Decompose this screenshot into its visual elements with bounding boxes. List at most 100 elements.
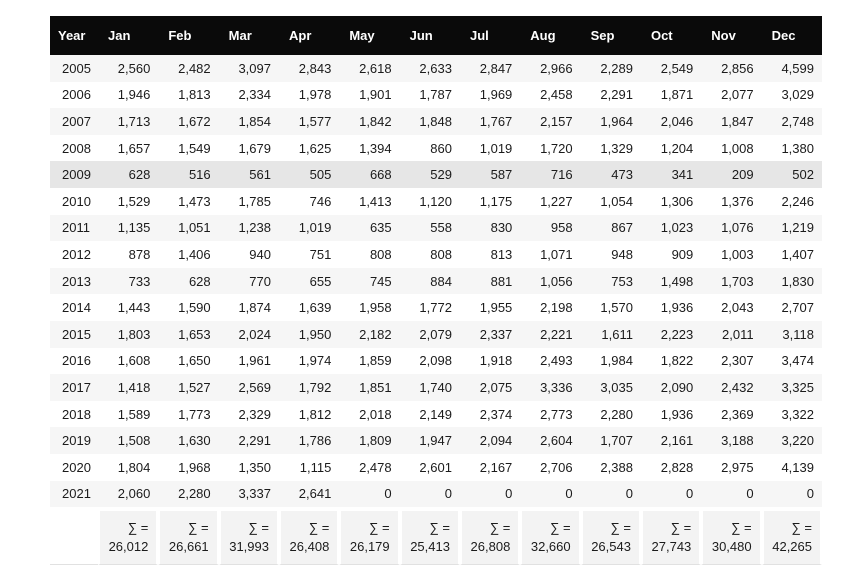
value-cell: 1,767: [459, 108, 521, 135]
value-cell: 808: [399, 241, 460, 268]
table-row-2017: 2017 1,418 1,527 2,569 1,792 1,851 1,740 2,075 3…: [50, 374, 822, 401]
value-cell: 1,406: [158, 241, 219, 268]
sum-symbol: ∑ =: [127, 520, 149, 536]
value-cell: 1,019: [278, 214, 340, 242]
year-cell: 2015: [50, 320, 98, 348]
value-cell: 1,720: [520, 134, 581, 162]
column-header-jul: Jul: [459, 16, 521, 55]
value-cell: 1,508: [98, 427, 159, 454]
year-cell: 2017: [50, 374, 98, 401]
value-cell: 940: [218, 241, 279, 268]
value-cell: 1,625: [278, 134, 340, 162]
year-cell: 2019: [50, 427, 98, 454]
value-cell: 1,023: [640, 214, 702, 242]
value-cell: 1,830: [761, 267, 822, 295]
value-cell: 1,653: [158, 320, 219, 348]
value-cell: 3,118: [761, 320, 822, 348]
value-cell: 1,803: [98, 320, 159, 348]
value-cell: 881: [459, 267, 521, 295]
value-cell: 1,822: [640, 347, 702, 375]
value-cell: 2,011: [701, 320, 762, 348]
value-cell: 2,706: [520, 453, 581, 481]
table-row-2021: 2021 2,060 2,280 3,337 2,641 0 0 0 0 0 0 0 0: [50, 480, 822, 508]
value-cell: 958: [520, 214, 581, 242]
value-cell: 2,077: [701, 81, 762, 109]
totals-spacer-cell: [50, 507, 98, 566]
value-cell: 1,630: [158, 427, 219, 454]
value-cell: 1,056: [520, 267, 581, 295]
value-cell: 1,175: [459, 187, 521, 215]
value-cell: 2,337: [459, 320, 521, 348]
column-header-year: Year: [50, 16, 98, 55]
sum-symbol: ∑ =: [369, 520, 390, 536]
sum-value: 42,265: [772, 539, 812, 555]
monthly-stats-table-container: Year Jan Feb Mar Apr May Jun Jul Aug Sep Oct Nov Dec…: [50, 16, 822, 566]
value-cell: 1,848: [399, 108, 460, 135]
value-cell: 1,936: [640, 294, 702, 321]
value-cell: 1,918: [459, 347, 521, 375]
value-cell: 1,804: [98, 453, 159, 481]
value-cell: 1,773: [158, 400, 219, 428]
column-header-may: May: [339, 16, 400, 55]
value-cell: 2,748: [761, 108, 822, 135]
value-cell: 1,657: [98, 134, 159, 162]
table-row-2005: 2005 2,560 2,482 3,097 2,843 2,618 2,633 2,847 2…: [50, 55, 822, 82]
value-cell: 2,046: [640, 108, 702, 135]
sum-value: 26,012: [108, 539, 149, 555]
total-cell: ∑ = 26,408: [278, 507, 340, 566]
year-cell: 2005: [50, 55, 98, 82]
value-cell: 751: [278, 241, 340, 268]
value-cell: 505: [278, 161, 340, 188]
year-cell: 2011: [50, 214, 98, 242]
value-cell: 2,601: [399, 453, 460, 481]
value-cell: 1,786: [278, 427, 340, 454]
value-cell: 1,936: [640, 400, 702, 428]
value-cell: 1,418: [98, 374, 159, 401]
value-cell: 529: [399, 161, 460, 188]
value-cell: 1,611: [580, 320, 641, 348]
value-cell: 1,859: [339, 347, 400, 375]
value-cell: 2,773: [520, 400, 581, 428]
value-cell: 1,639: [278, 294, 340, 321]
value-cell: 2,182: [339, 320, 400, 348]
value-cell: 1,350: [218, 453, 279, 481]
value-cell: 4,599: [761, 55, 822, 82]
total-cell: ∑ = 31,993: [218, 507, 279, 566]
column-header-dec: Dec: [761, 16, 822, 55]
value-cell: 867: [580, 214, 641, 242]
year-cell: 2020: [50, 453, 98, 481]
totals-row: ∑ = 26,012 ∑ = 26,661 ∑ = 31,993 ∑ = 26,408 ∑ = 2…: [50, 507, 822, 566]
sum-symbol: ∑ =: [248, 520, 269, 536]
value-cell: 1,958: [339, 294, 400, 321]
year-cell: 2006: [50, 81, 98, 109]
value-cell: 746: [278, 187, 340, 215]
value-cell: 2,291: [218, 427, 279, 454]
value-cell: 2,569: [218, 374, 279, 401]
value-cell: 1,955: [459, 294, 521, 321]
value-cell: 628: [98, 161, 159, 188]
value-cell: 1,812: [278, 400, 340, 428]
value-cell: 1,672: [158, 108, 219, 135]
value-cell: 808: [339, 241, 400, 268]
value-cell: 753: [580, 267, 641, 295]
total-cell: ∑ = 26,808: [459, 507, 521, 566]
value-cell: 2,641: [278, 480, 340, 508]
year-cell: 2016: [50, 347, 98, 375]
value-cell: 655: [278, 267, 340, 295]
value-cell: 1,950: [278, 320, 340, 348]
year-cell: 2014: [50, 294, 98, 321]
sum-value: 26,661: [168, 539, 209, 555]
table-row-2006: 2006 1,946 1,813 2,334 1,978 1,901 1,787 1,969 2…: [50, 81, 822, 109]
value-cell: 1,785: [218, 187, 279, 215]
value-cell: 1,847: [701, 108, 762, 135]
value-cell: 1,871: [640, 81, 702, 109]
value-cell: 2,707: [761, 294, 822, 321]
value-cell: 1,008: [701, 134, 762, 162]
value-cell: 1,842: [339, 108, 400, 135]
value-cell: 0: [339, 480, 400, 508]
value-cell: 2,090: [640, 374, 702, 401]
value-cell: 1,946: [98, 81, 159, 109]
sum-symbol: ∑ =: [670, 520, 692, 536]
sum-value: 26,543: [591, 539, 631, 555]
year-cell: 2021: [50, 480, 98, 508]
